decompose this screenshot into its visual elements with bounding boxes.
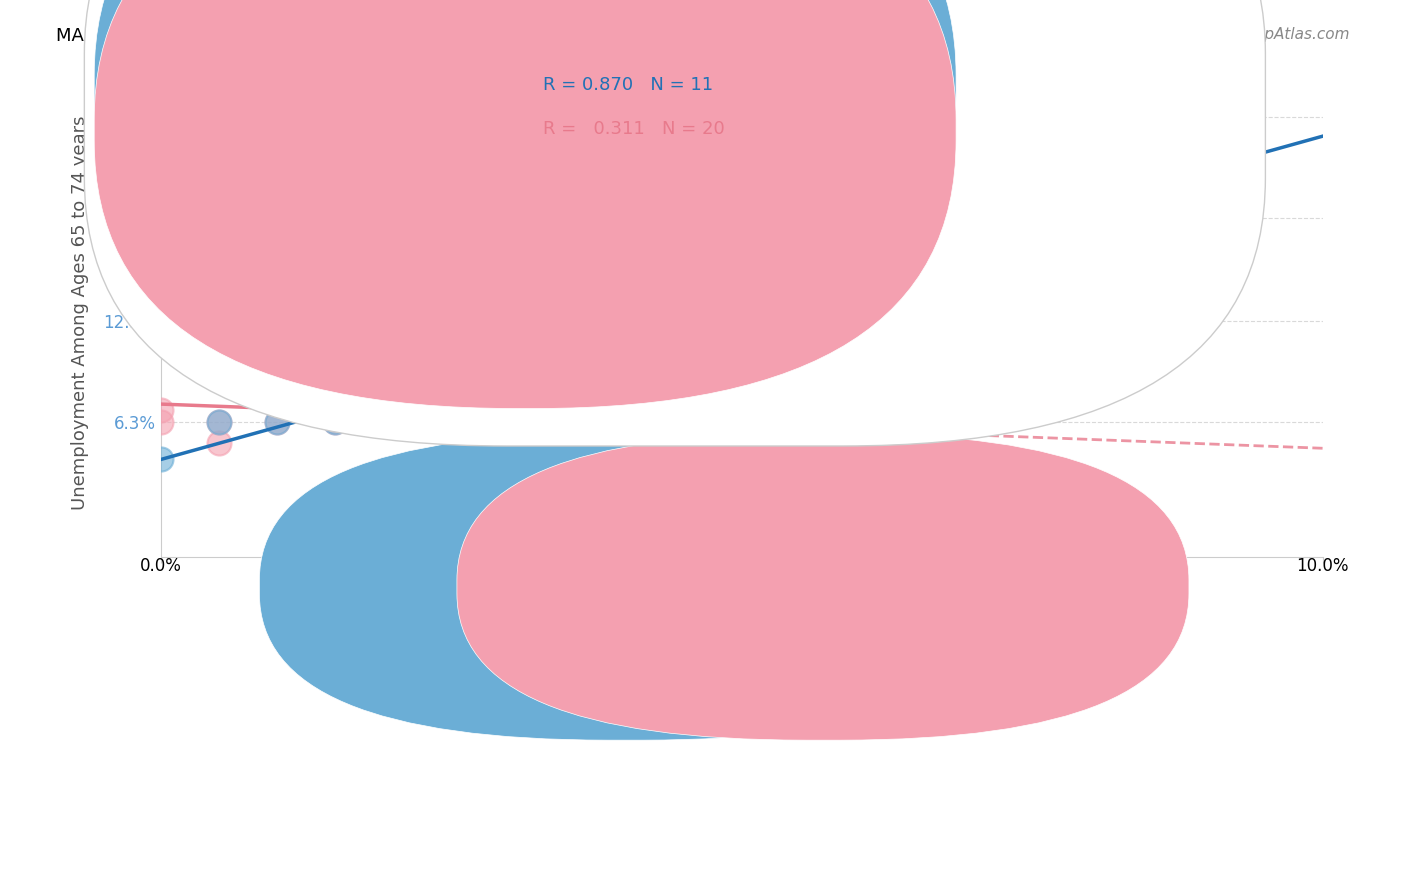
FancyBboxPatch shape <box>259 434 991 740</box>
Point <box>149 452 172 467</box>
Point <box>555 415 578 429</box>
Point <box>440 330 463 344</box>
Point <box>149 403 172 417</box>
Point <box>440 371 463 385</box>
Point <box>963 517 986 532</box>
Point <box>498 415 520 429</box>
FancyBboxPatch shape <box>457 434 1189 740</box>
Point <box>266 415 288 429</box>
Point <box>266 387 288 401</box>
Point <box>266 415 288 429</box>
Y-axis label: Unemployment Among Ages 65 to 74 years: Unemployment Among Ages 65 to 74 years <box>72 115 89 510</box>
Point <box>149 415 172 429</box>
Point <box>323 415 346 429</box>
Point <box>440 411 463 425</box>
Point <box>730 371 752 385</box>
Text: ZIPatlas: ZIPatlas <box>551 272 932 353</box>
Text: MARSHALLESE VS IMMIGRANTS FROM FIJI UNEMPLOYMENT AMONG AGES 65 TO 74 YEARS CORRE: MARSHALLESE VS IMMIGRANTS FROM FIJI UNEM… <box>56 27 1066 45</box>
Point <box>323 415 346 429</box>
Point <box>382 387 405 401</box>
Point <box>208 415 231 429</box>
Point <box>904 354 927 368</box>
Text: R = 0.870   N = 11: R = 0.870 N = 11 <box>543 76 713 94</box>
Point <box>266 387 288 401</box>
Point <box>1171 119 1194 133</box>
Text: R =   0.311   N = 20: R = 0.311 N = 20 <box>543 120 724 138</box>
Text: Source: ZipAtlas.com: Source: ZipAtlas.com <box>1187 27 1350 42</box>
Point <box>382 411 405 425</box>
Point <box>498 411 520 425</box>
Point <box>208 436 231 450</box>
Point <box>323 387 346 401</box>
Point <box>382 395 405 409</box>
Text: 0.0%: 0.0% <box>139 557 181 575</box>
Point <box>963 395 986 409</box>
Text: Marshallese: Marshallese <box>619 586 725 604</box>
Point <box>440 415 463 429</box>
Point <box>1171 127 1194 141</box>
Point <box>323 371 346 385</box>
Point <box>208 415 231 429</box>
Point <box>498 395 520 409</box>
Point <box>382 415 405 429</box>
Text: 10.0%: 10.0% <box>1296 557 1348 575</box>
Text: Immigrants from Fiji: Immigrants from Fiji <box>790 586 972 604</box>
